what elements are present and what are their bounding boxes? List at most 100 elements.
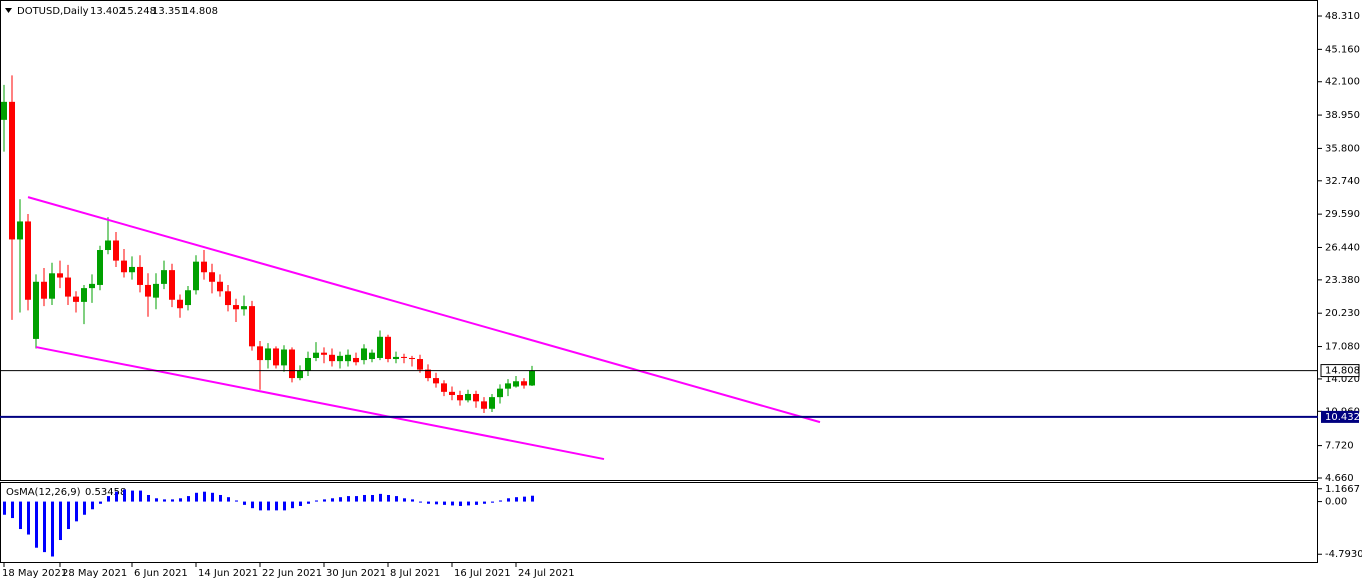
candle-body: [129, 266, 135, 273]
level-label: 10.432: [1325, 412, 1360, 423]
y-tick-label: 35.800: [1325, 143, 1360, 154]
osma-bar: [291, 501, 294, 509]
candle-body: [313, 352, 319, 358]
osma-bar: [283, 501, 286, 511]
indicator-value: 0.53458: [85, 487, 126, 498]
candle-body: [121, 260, 127, 273]
y-tick-label: 14.020: [1325, 374, 1360, 385]
candle-body: [497, 388, 503, 398]
candle-body: [65, 277, 71, 297]
osma-bar: [27, 501, 30, 535]
osma-bar: [163, 499, 166, 502]
osma-bar: [387, 494, 390, 502]
y-tick-label: 1.1667: [1325, 484, 1360, 495]
indicator-title: OsMA(12,26,9): [6, 487, 81, 498]
osma-bar: [99, 501, 102, 504]
osma-bar: [75, 501, 78, 522]
osma-bar: [467, 501, 470, 506]
candle-body: [449, 391, 455, 396]
candle-body: [97, 250, 103, 285]
osma-bar: [355, 496, 358, 502]
osma-bar: [427, 501, 430, 504]
osma-bar: [331, 498, 334, 502]
bid-label: 14.808: [1325, 366, 1360, 377]
candle-body: [177, 299, 183, 309]
osma-bar: [451, 501, 454, 506]
trendline: [35, 346, 605, 461]
candle-body: [33, 281, 39, 339]
candle-body: [201, 261, 207, 273]
y-tick-label: 23.380: [1325, 275, 1360, 286]
candle-body: [41, 281, 47, 299]
osma-bar: [443, 501, 446, 505]
y-tick-label: 20.230: [1325, 308, 1360, 319]
osma-bar: [11, 501, 14, 519]
osma-bar: [243, 501, 246, 505]
candle-body: [225, 291, 231, 306]
osma-bar: [531, 495, 534, 502]
candle-body: [377, 336, 383, 358]
osma-bar: [3, 501, 6, 515]
candle-body: [57, 273, 63, 278]
osma-bar: [59, 501, 62, 541]
osma-bar: [227, 497, 230, 502]
candle-body: [505, 383, 511, 389]
y-tick-label: 4.660: [1325, 473, 1354, 484]
x-tick-label: 28 May 2021: [62, 568, 127, 579]
y-tick-label: 17.080: [1325, 342, 1360, 353]
osma-bar: [459, 501, 462, 506]
candle-body: [1, 101, 7, 120]
candle-body: [321, 352, 327, 355]
osma-bar: [147, 494, 150, 502]
candle-body: [257, 346, 263, 361]
y-tick-label: 38.950: [1325, 110, 1360, 121]
osma-bar: [51, 501, 54, 557]
candle-body: [49, 273, 55, 299]
ohlc-close: 14.808: [183, 6, 218, 17]
osma-bar: [419, 501, 422, 503]
candle-body: [209, 272, 215, 282]
osma-bar: [211, 492, 214, 502]
y-tick-label: 7.720: [1325, 441, 1354, 452]
candle-body: [337, 355, 343, 362]
candle-body: [481, 401, 487, 409]
x-tick-label: 24 Jul 2021: [518, 568, 575, 579]
candle-body: [241, 306, 247, 310]
osma-bar: [139, 490, 142, 502]
x-tick-label: 6 Jun 2021: [134, 568, 188, 579]
candle-body: [521, 381, 527, 386]
candle-body: [457, 395, 463, 401]
y-tick-label: 26.440: [1325, 242, 1360, 253]
candle-body: [393, 356, 399, 360]
candle-body: [9, 101, 15, 240]
candle-body: [161, 270, 167, 284]
candle-body: [513, 381, 519, 387]
candle-body: [265, 348, 271, 361]
osma-bar: [379, 493, 382, 502]
osma-bar: [107, 496, 110, 502]
osma-bar: [115, 491, 118, 502]
osma-bar: [203, 491, 206, 502]
osma-bar: [67, 501, 70, 530]
candle-body: [529, 370, 535, 386]
osma-bar: [475, 501, 478, 505]
candle-body: [465, 393, 471, 401]
osma-bar: [171, 499, 174, 502]
candle-body: [329, 354, 335, 362]
osma-bar: [507, 498, 510, 502]
candle-body: [113, 240, 119, 261]
osma-bar: [123, 489, 126, 502]
menu-arrow[interactable]: [5, 8, 12, 13]
level-label-box: [1321, 410, 1359, 423]
osma-bar: [347, 496, 350, 502]
osma-bar: [435, 501, 438, 505]
candle-body: [153, 283, 159, 298]
osma-bar: [339, 497, 342, 502]
candle-body: [361, 348, 367, 361]
bid-label-box: [1320, 364, 1360, 378]
osma-bar: [275, 501, 278, 511]
candle-body: [305, 357, 311, 371]
osma-bar: [219, 494, 222, 502]
y-tick-label: -4.79309: [1325, 549, 1362, 560]
osma-bar: [267, 501, 270, 511]
